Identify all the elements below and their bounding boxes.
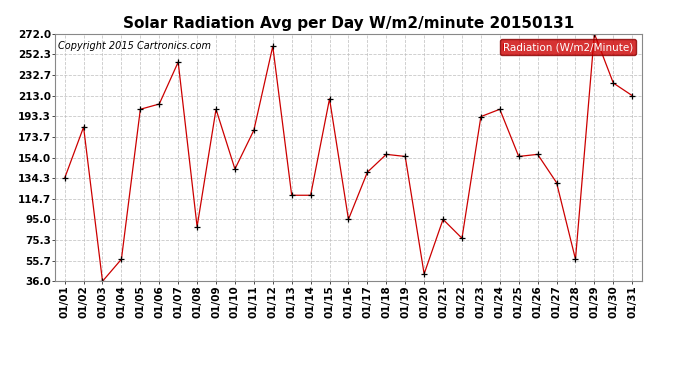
Title: Solar Radiation Avg per Day W/m2/minute 20150131: Solar Radiation Avg per Day W/m2/minute … — [123, 16, 574, 31]
Text: Copyright 2015 Cartronics.com: Copyright 2015 Cartronics.com — [58, 41, 211, 51]
Legend: Radiation (W/m2/Minute): Radiation (W/m2/Minute) — [500, 39, 636, 55]
